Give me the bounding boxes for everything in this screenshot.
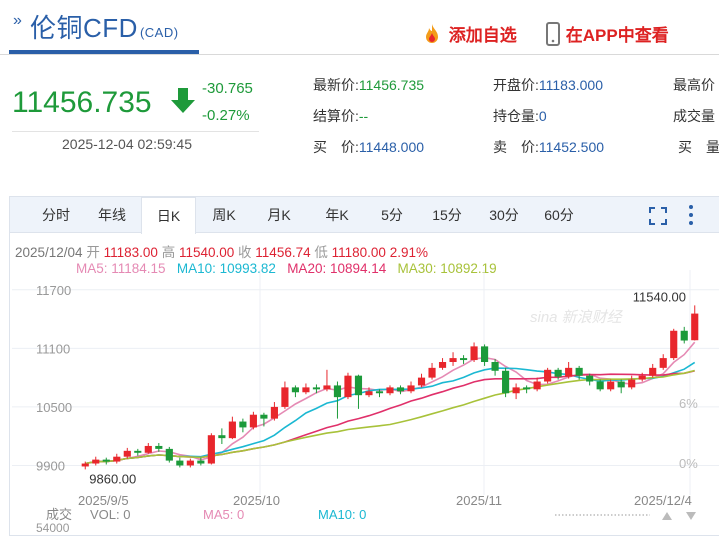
tab-60min[interactable]: 60分 xyxy=(544,207,574,223)
phone-icon xyxy=(546,22,560,46)
open-app-label: 在APP中查看 xyxy=(565,26,669,45)
ask-price-value: 11452.500 xyxy=(538,139,605,155)
chart-period-tabs: 分时 年线 日K 周K 月K 年K 5分 15分 30分 60分 xyxy=(10,197,719,234)
volume-label: 成交量 xyxy=(673,108,715,124)
open-app-button[interactable]: 在APP中查看 xyxy=(545,21,669,46)
kline-chart-panel: 分时 年线 日K 周K 月K 年K 5分 15分 30分 60分 2025/12… xyxy=(9,196,719,536)
ma30-legend: MA30: 10892.19 xyxy=(397,261,497,276)
ma20-legend: MA20: 10894.14 xyxy=(287,261,387,276)
tab-30min[interactable]: 30分 xyxy=(489,207,519,223)
tab-15min[interactable]: 15分 xyxy=(432,207,462,223)
open-interest-row: 持仓量:0 xyxy=(493,108,547,124)
title-suffix: (CAD) xyxy=(139,25,179,40)
tab-yearly-k[interactable]: 年K xyxy=(325,207,349,223)
price-change: -30.765 xyxy=(202,80,253,97)
add-favorite-label: 添加自选 xyxy=(448,26,517,45)
bid-price-value: 11448.000 xyxy=(358,139,425,155)
page-header: » 伦铜CFD (CAD) 添加自选 在APP中查看 xyxy=(0,0,719,58)
page-title: 伦铜CFD (CAD) xyxy=(30,13,179,43)
tab-5min[interactable]: 5分 xyxy=(381,207,403,223)
ma5-legend: MA5: 11184.15 xyxy=(76,261,166,276)
tab-year-line[interactable]: 年线 xyxy=(98,207,126,223)
title-underline xyxy=(9,50,199,54)
open-price-value: 11183.000 xyxy=(538,77,603,93)
quote-timestamp: 2025-12-04 02:59:45 xyxy=(62,136,192,152)
info-close: 11456.74 xyxy=(255,245,311,260)
quote-divider xyxy=(12,131,259,132)
open-interest-value: 0 xyxy=(538,108,547,124)
fullscreen-icon[interactable] xyxy=(648,206,668,226)
more-options-icon[interactable] xyxy=(687,204,695,226)
latest-price-row: 最新价:11456.735 xyxy=(313,77,425,93)
double-chevron-icon: » xyxy=(13,12,22,29)
ma10-legend: MA10: 10993.82 xyxy=(176,261,276,276)
bid-price-row: 买 价:11448.000 xyxy=(313,139,425,155)
open-price-row: 开盘价:11183.000 xyxy=(493,77,603,93)
tab-intraday[interactable]: 分时 xyxy=(42,207,70,223)
candle-info-row: 2025/12/04 开 11183.00 高 11540.00 收 11456… xyxy=(15,245,428,260)
down-arrow-icon xyxy=(171,88,195,113)
price-change-pct: -0.27% xyxy=(202,107,250,124)
ma-legend-row: MA5: 11184.15 MA10: 10993.82 MA20: 10894… xyxy=(76,261,497,276)
header-divider xyxy=(0,54,719,55)
add-favorite-button[interactable]: 添加自选 xyxy=(420,21,517,46)
info-pct: 2.91% xyxy=(389,245,428,260)
latest-price-value: 11456.735 xyxy=(358,77,425,93)
tab-daily-k[interactable]: 日K xyxy=(141,197,196,234)
info-high: 11540.00 xyxy=(178,245,235,260)
ask-price-row: 卖 价:11452.500 xyxy=(493,139,605,155)
tab-weekly-k[interactable]: 周K xyxy=(212,207,236,223)
info-open: 11183.00 xyxy=(103,245,158,260)
high-price-label: 最高价 xyxy=(673,77,715,93)
settle-price-value: -- xyxy=(358,108,369,124)
buy-qty-label: 买 量 xyxy=(678,139,719,155)
fire-icon xyxy=(426,24,438,43)
tab-monthly-k[interactable]: 月K xyxy=(267,207,291,223)
current-price: 11456.735 xyxy=(12,86,152,119)
settle-price-row: 结算价:-- xyxy=(313,108,369,124)
info-date: 2025/12/04 xyxy=(15,245,83,260)
info-low: 11180.00 xyxy=(331,245,386,260)
